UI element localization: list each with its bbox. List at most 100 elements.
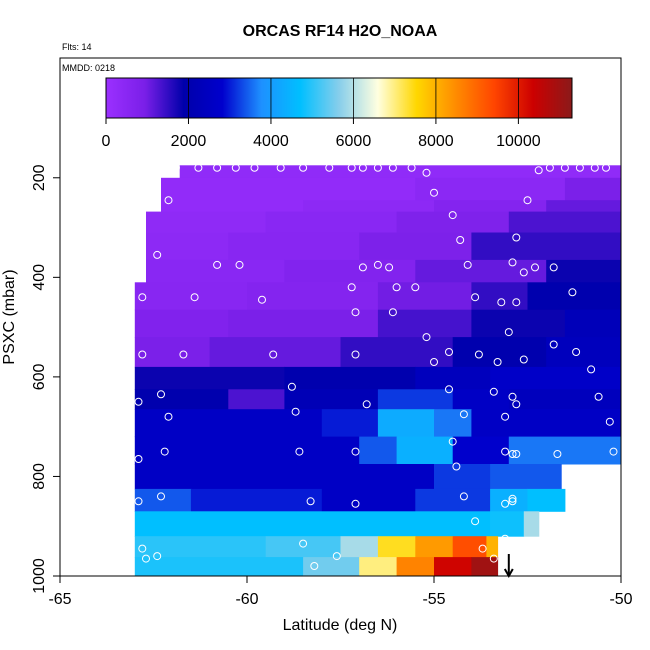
heatmap-cell	[134, 536, 267, 558]
flight-point	[153, 250, 162, 259]
flight-point	[602, 163, 610, 172]
flight-point	[190, 293, 199, 302]
heatmap-cell	[396, 557, 435, 577]
x-axis-label: Latitude (deg N)	[283, 617, 398, 634]
date-note: MMDD: 0218	[62, 63, 115, 73]
heatmap-cell	[321, 488, 416, 512]
flight-point	[594, 392, 603, 401]
x-tick-label: -55	[422, 591, 445, 608]
flight-point	[549, 340, 558, 349]
flight-point	[231, 163, 240, 172]
flight-point	[508, 494, 517, 503]
flight-point	[213, 163, 222, 172]
flight-point	[422, 333, 431, 342]
heatmap-cell	[377, 389, 454, 410]
flight-point	[358, 263, 367, 272]
heatmap-cell	[377, 409, 435, 438]
flight-point	[445, 385, 453, 394]
heatmap-cell	[490, 511, 525, 537]
flight-point	[213, 260, 222, 269]
flight-point	[504, 328, 513, 337]
heatmap-cell	[134, 309, 229, 338]
flight-point	[463, 260, 472, 269]
heatmap-cell	[303, 200, 435, 213]
plot-frame	[59, 57, 622, 577]
flight-point	[276, 163, 285, 172]
x-tick-label: -50	[609, 591, 632, 608]
flight-point	[157, 492, 165, 501]
flight-point	[351, 308, 360, 317]
y-axis-label: PSXC (mbar)	[1, 269, 18, 364]
flight-point	[351, 499, 360, 508]
flight-point	[572, 348, 581, 356]
flight-point	[299, 539, 308, 548]
heatmap-cell	[359, 232, 472, 261]
flight-point	[310, 562, 319, 570]
heatmap-cell	[321, 409, 379, 438]
flight-point	[235, 260, 244, 269]
flight-point	[575, 163, 584, 172]
flight-point	[553, 450, 562, 458]
heatmap-cell	[146, 232, 229, 261]
heatmap-cell	[190, 488, 323, 512]
colorbar-tick-label: 6000	[336, 133, 372, 150]
heatmap-cell	[452, 436, 510, 465]
heatmap-cell	[134, 366, 285, 390]
flight-point	[534, 166, 543, 175]
heatmap-cell	[471, 309, 566, 338]
heatmap-cells	[134, 165, 622, 577]
heatmap-cell	[179, 165, 622, 179]
flight-point	[347, 283, 356, 292]
flight-point	[332, 552, 341, 561]
heatmap-cell	[434, 557, 472, 577]
heatmap-cell	[396, 211, 510, 233]
colorbar-tick-label: 0	[102, 133, 111, 150]
y-tick-label: 1000	[31, 558, 48, 594]
flight-point	[459, 492, 468, 501]
heatmap-cell	[434, 409, 472, 438]
chart-title: ORCAS RF14 H2O_NOAA	[243, 23, 438, 40]
heatmap-cell	[527, 488, 566, 512]
flight-point	[138, 544, 147, 553]
flight-point	[497, 298, 506, 307]
flight-point	[489, 554, 498, 563]
colorbar-tick-label: 8000	[418, 133, 454, 150]
flight-point	[388, 163, 397, 172]
flight-point	[493, 358, 502, 366]
y-tick-label: 600	[31, 363, 48, 390]
heatmap-cell	[415, 536, 454, 558]
heatmap-cell	[490, 464, 562, 490]
heatmap-cell	[146, 211, 267, 233]
y-axis: 200 400 600 800 1000	[31, 164, 60, 594]
flight-point	[351, 447, 360, 456]
x-tick-label: -65	[48, 591, 71, 608]
heatmap-cell	[471, 409, 622, 438]
heatmap-cell	[359, 436, 398, 465]
flight-point	[512, 450, 521, 458]
heatmap-cell	[523, 511, 540, 537]
flight-point	[523, 196, 532, 205]
heatmap-cell	[161, 177, 416, 201]
heatmap-cell	[228, 232, 360, 261]
flight-point	[138, 350, 147, 359]
flight-point	[164, 196, 173, 205]
heatmap-cell	[340, 337, 454, 368]
heatmap-cell	[284, 366, 416, 390]
flight-point	[519, 355, 528, 364]
heatmap-cell	[209, 337, 341, 368]
heatmap-cell	[452, 389, 510, 410]
flight-point	[590, 163, 599, 172]
flight-point	[508, 450, 517, 458]
flight-point	[448, 437, 457, 446]
heatmap-cell	[377, 309, 472, 338]
heatmap-cell	[134, 436, 360, 465]
flight-point	[549, 263, 558, 272]
flight-point	[609, 447, 618, 456]
heatmap-cell	[471, 557, 499, 577]
flight-point	[605, 417, 614, 426]
heatmap-cell	[486, 536, 499, 558]
heatmap-cell	[134, 511, 491, 537]
flight-point	[508, 392, 517, 401]
flight-point	[411, 283, 420, 292]
